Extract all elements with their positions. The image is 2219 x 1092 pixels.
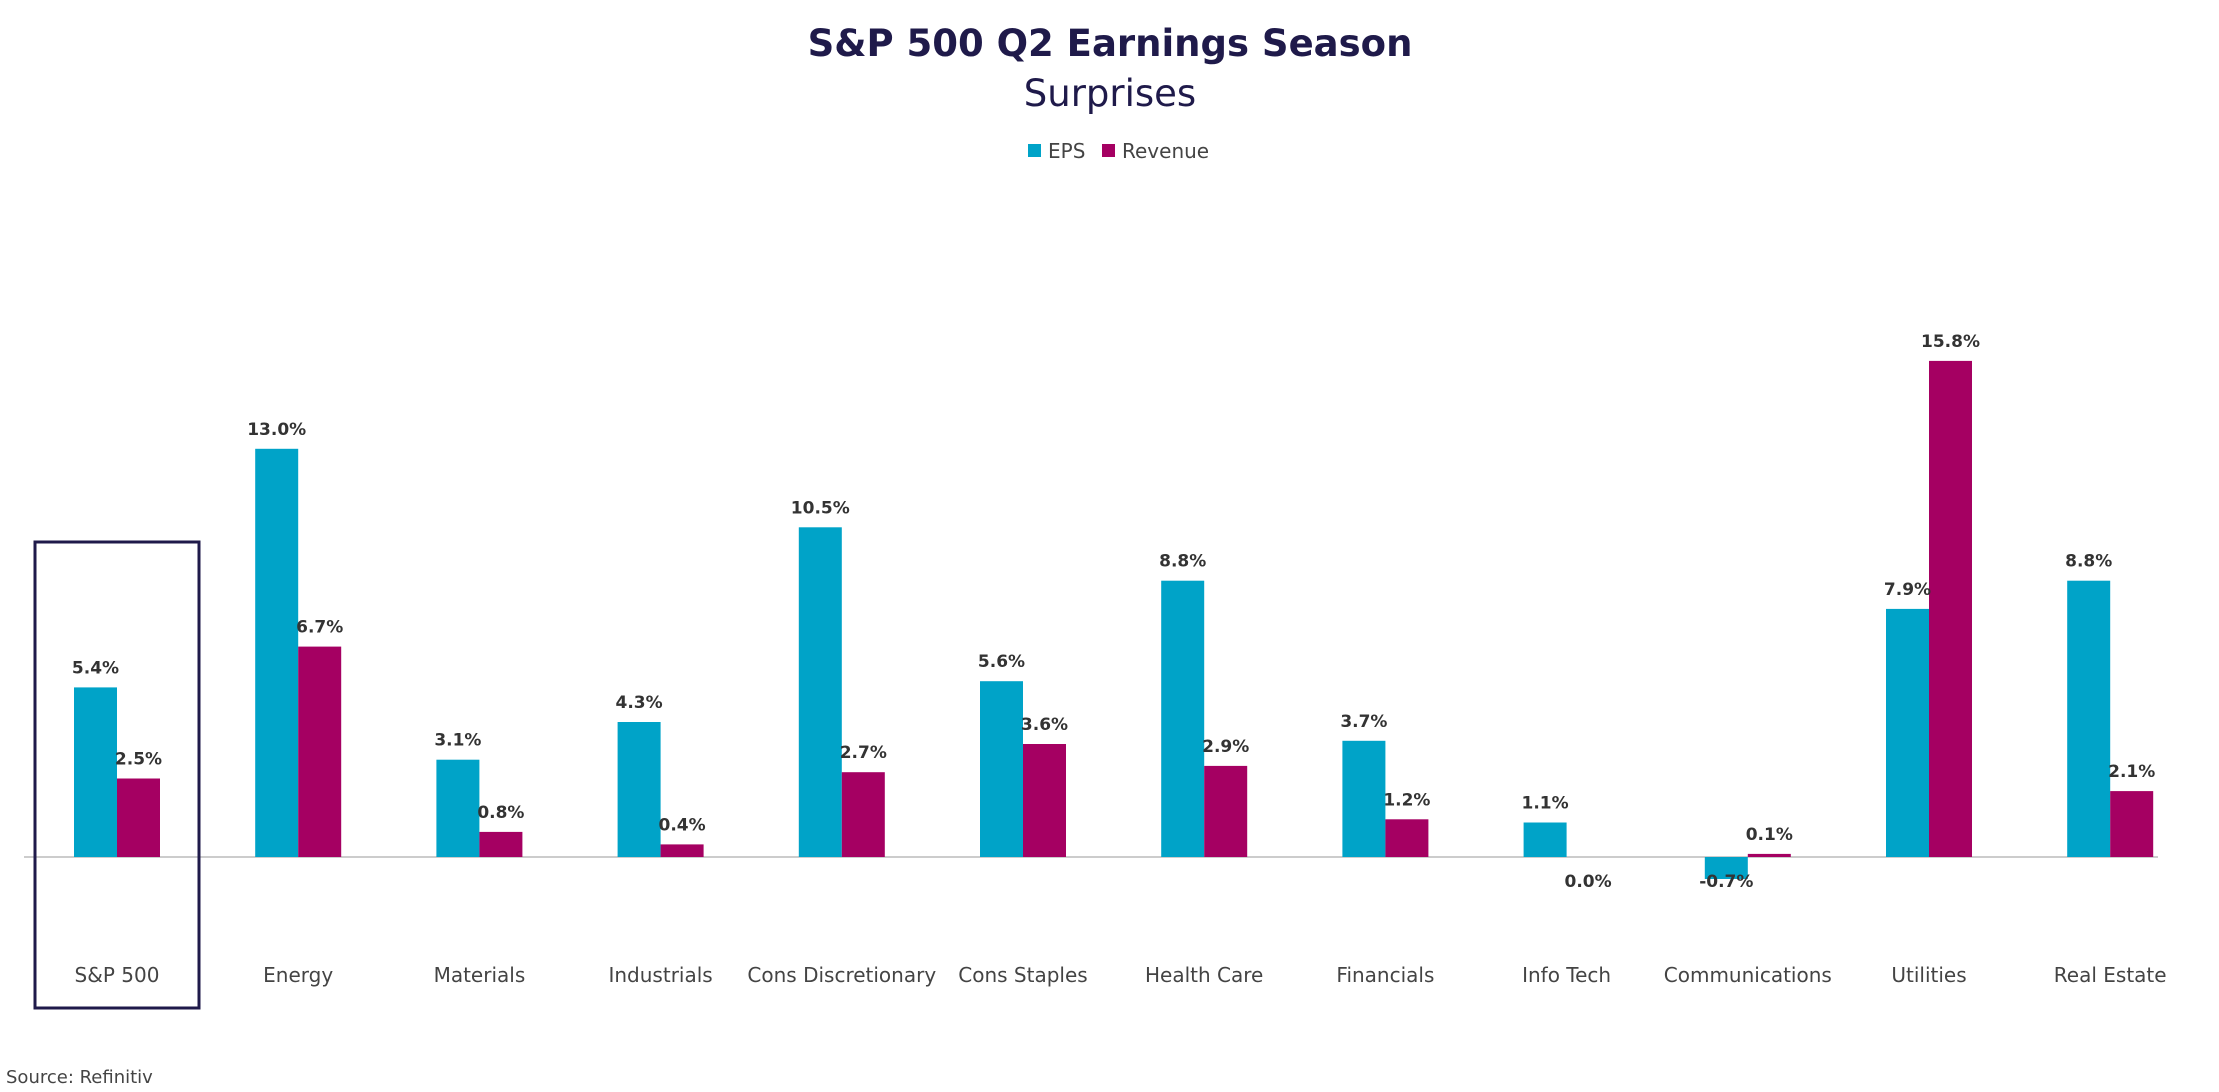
value-label-revenue-cons-staples: 3.6% — [1021, 715, 1068, 735]
value-label-eps-communications: -0.7% — [1699, 872, 1753, 892]
legend-label-revenue: Revenue — [1122, 139, 1209, 163]
value-label-revenue-health-care: 2.9% — [1202, 737, 1249, 757]
value-label-revenue-energy: 6.7% — [296, 618, 343, 638]
bar-eps-energy — [255, 448, 299, 857]
chart-title: S&P 500 Q2 Earnings Season — [808, 22, 1413, 65]
value-label-eps-health-care: 8.8% — [1159, 552, 1206, 572]
category-label-sandp-500: S&P 500 — [75, 963, 160, 987]
bar-eps-cons-staples — [980, 681, 1023, 857]
bar-revenue-cons-staples — [1023, 744, 1066, 857]
category-label-energy: Energy — [263, 963, 333, 987]
value-label-revenue-sandp-500: 2.5% — [115, 750, 162, 770]
category-label-cons-staples: Cons Staples — [958, 963, 1087, 987]
bar-revenue-utilities — [1929, 360, 1972, 857]
legend: EPS Revenue — [1028, 139, 1209, 163]
category-label-health-care: Health Care — [1145, 963, 1263, 987]
category-label-real-estate: Real Estate — [2054, 963, 2167, 987]
value-label-revenue-info-tech: 0.0% — [1565, 872, 1612, 892]
bar-eps-health-care — [1161, 580, 1205, 857]
value-label-eps-sandp-500: 5.4% — [72, 658, 119, 678]
value-labels-group: 5.4% 2.5% 13.0% 6.7% 3.1% 0.8% 4.3% 0.4% 10.5% 2.… — [72, 332, 2155, 892]
value-label-eps-industrials: 4.3% — [616, 693, 663, 713]
value-label-revenue-industrials: 0.4% — [659, 815, 706, 835]
category-label-financials: Financials — [1336, 963, 1434, 987]
value-label-revenue-financials: 1.2% — [1383, 790, 1430, 810]
category-label-cons-discretionary: Cons Discretionary — [747, 963, 936, 987]
value-label-eps-materials: 3.1% — [434, 731, 481, 751]
legend-swatch-eps — [1028, 144, 1041, 157]
bar-revenue-communications — [1747, 853, 1791, 857]
chart-subtitle: Surprises — [1024, 72, 1196, 115]
category-label-industrials: Industrials — [608, 963, 712, 987]
bar-eps-communications — [1704, 857, 1748, 879]
value-label-eps-energy: 13.0% — [247, 420, 306, 440]
highlight-box — [33, 540, 201, 1010]
value-label-eps-cons-discretionary: 10.5% — [791, 498, 850, 518]
bar-eps-info-tech — [1523, 822, 1567, 857]
category-label-communications: Communications — [1664, 963, 1832, 987]
value-label-revenue-cons-discretionary: 2.7% — [840, 743, 887, 763]
value-label-eps-real-estate: 8.8% — [2065, 552, 2112, 572]
value-label-revenue-materials: 0.8% — [477, 803, 524, 823]
value-label-eps-financials: 3.7% — [1340, 712, 1387, 732]
value-label-eps-info-tech: 1.1% — [1522, 794, 1569, 814]
bar-eps-real-estate — [2067, 580, 2111, 857]
value-label-revenue-communications: 0.1% — [1746, 825, 1793, 845]
value-label-eps-cons-staples: 5.6% — [978, 652, 1025, 672]
bar-eps-financials — [1342, 740, 1386, 857]
bar-eps-materials — [436, 759, 480, 857]
category-label-info-tech: Info Tech — [1522, 963, 1611, 987]
value-label-revenue-utilities: 15.8% — [1921, 332, 1980, 352]
bar-revenue-materials — [479, 831, 523, 857]
bar-revenue-energy — [298, 646, 342, 857]
bar-revenue-real-estate — [2110, 791, 2154, 857]
bar-revenue-financials — [1385, 819, 1429, 857]
category-label-utilities: Utilities — [1891, 963, 1966, 987]
bar-eps-cons-discretionary — [798, 527, 842, 857]
bar-revenue-cons-discretionary — [841, 772, 885, 857]
bars-group — [74, 360, 2154, 879]
bar-revenue-health-care — [1204, 765, 1248, 857]
legend-label-eps: EPS — [1048, 139, 1085, 163]
category-label-materials: Materials — [434, 963, 526, 987]
bar-revenue-sandp-500 — [117, 778, 160, 857]
legend-swatch-revenue — [1102, 144, 1115, 157]
bar-eps-industrials — [617, 722, 661, 857]
bar-revenue-industrials — [660, 844, 704, 857]
value-label-eps-utilities: 7.9% — [1884, 580, 1931, 600]
bar-eps-utilities — [1886, 608, 1929, 857]
value-label-revenue-real-estate: 2.1% — [2108, 762, 2155, 782]
category-labels-group: S&P 500 Energy Materials Industrials Cons Di… — [75, 963, 2167, 987]
source-note: Source: Refinitiv — [6, 1067, 153, 1088]
bar-eps-sandp-500 — [74, 687, 117, 857]
